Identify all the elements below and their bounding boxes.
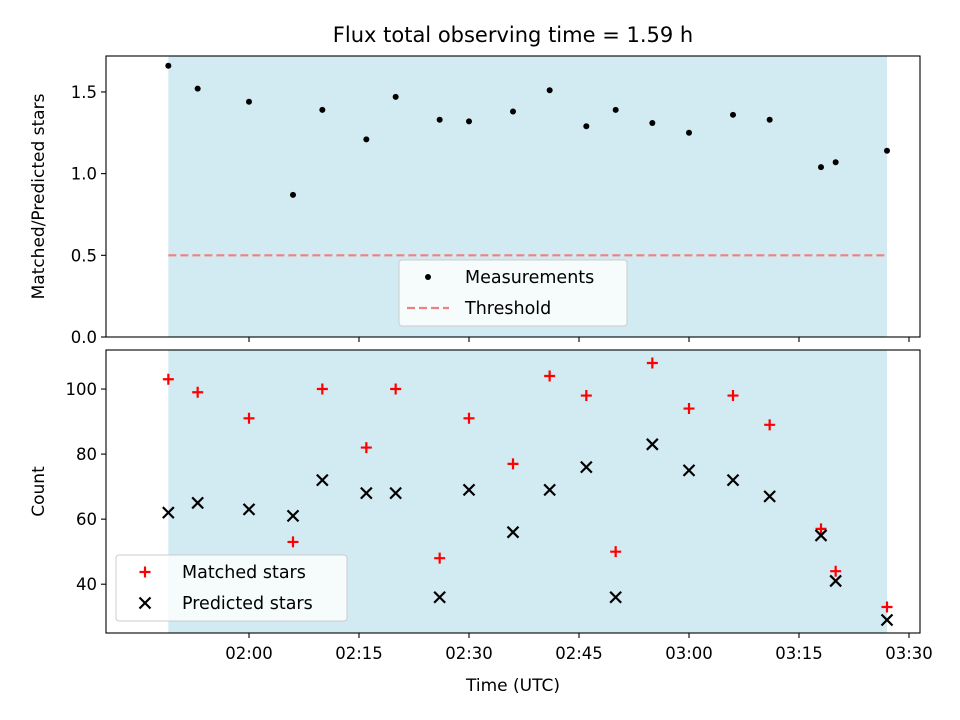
- y-tick-label: 1.5: [71, 83, 97, 102]
- legend-label: Measurements: [465, 268, 594, 288]
- chart-title: Flux total observing time = 1.59 h: [333, 23, 693, 47]
- measurement-point: [436, 116, 443, 123]
- matched-star-point: [390, 383, 402, 395]
- y-tick-label: 60: [76, 510, 97, 529]
- legend: Measurements Threshold: [398, 259, 628, 327]
- predicted-star-point: [360, 486, 373, 500]
- legend-label: Matched stars: [182, 563, 306, 583]
- matched-star-point: [764, 419, 776, 431]
- matched-star-point: [881, 601, 893, 613]
- legend-key-x: [138, 596, 152, 610]
- matched-star-point: [610, 546, 622, 558]
- x-tick-label: 02:00: [225, 644, 273, 663]
- predicted-star-point: [433, 590, 446, 604]
- matched-star-point: [507, 458, 519, 470]
- predicted-star-point: [242, 503, 256, 516]
- matched-star-point: [162, 373, 174, 385]
- matched-star-point: [683, 403, 695, 415]
- matched-star-point: [434, 552, 446, 564]
- measurement-point: [649, 119, 656, 126]
- predicted-star-point: [580, 460, 593, 474]
- matched-star-point: [287, 536, 299, 548]
- predicted-star-point: [316, 473, 329, 487]
- legend-box: [398, 259, 628, 327]
- x-tick-label: 03:00: [665, 644, 713, 663]
- measurement-point: [319, 106, 326, 113]
- x-tick-label: 02:45: [555, 644, 603, 663]
- measurement-point: [466, 118, 472, 125]
- measurement-point: [363, 136, 370, 143]
- legend: Matched stars Predicted stars: [115, 554, 348, 622]
- axes-frame: [105, 349, 921, 634]
- y-axis-label: Count: [29, 466, 49, 517]
- axes-frame: [105, 55, 921, 338]
- measurement-point: [290, 191, 296, 198]
- bottom-panel-counts: 40 60 80 100 02:00 02:15 02:30 02:45 03:00 03:15 0…: [29, 349, 933, 696]
- y-tick-label: 0.0: [71, 328, 97, 347]
- measurement-point: [194, 85, 201, 92]
- matched-star-point: [646, 357, 658, 369]
- measurement-point: [546, 87, 553, 94]
- predicted-star-point: [162, 506, 175, 519]
- predicted-star-point: [506, 525, 520, 539]
- y-axis-label: Matched/Predicted stars: [29, 93, 49, 299]
- matched-star-point: [544, 370, 556, 382]
- measurement-point: [392, 93, 399, 100]
- measurement-point: [884, 147, 890, 154]
- measurement-point: [246, 98, 252, 105]
- x-axis-label: Time (UTC): [465, 676, 560, 696]
- matched-star-point: [727, 390, 739, 402]
- measurement-point: [730, 111, 736, 118]
- matched-star-point: [192, 386, 204, 398]
- y-tick-label: 40: [76, 575, 97, 594]
- predicted-star-point: [609, 590, 622, 604]
- y-tick-label: 0.5: [71, 246, 97, 265]
- predicted-star-point: [763, 490, 776, 503]
- legend-key-dot: [425, 274, 431, 280]
- measurement-point: [686, 129, 692, 136]
- matched-star-point: [243, 412, 255, 424]
- legend-label: Threshold: [464, 299, 551, 319]
- matched-star-point: [463, 412, 475, 424]
- x-tick-label: 03:30: [885, 644, 933, 663]
- predicted-star-point: [814, 529, 828, 542]
- matched-star-point: [815, 523, 827, 535]
- series-predicted-stars: [162, 438, 894, 627]
- matched-star-point: [316, 383, 328, 395]
- predicted-star-point: [682, 464, 696, 477]
- predicted-star-point: [543, 483, 556, 497]
- y-tick-label: 80: [76, 445, 97, 464]
- measurement-point: [766, 116, 773, 123]
- matched-star-point: [360, 442, 372, 454]
- measurement-point: [832, 159, 839, 166]
- measurement-point: [612, 106, 619, 113]
- matched-star-point: [580, 390, 592, 402]
- legend-label: Predicted stars: [182, 594, 313, 614]
- measurement-point: [510, 108, 516, 115]
- top-panel-ratio: 0.0 0.5 1.0 1.5 Matched/Predicted stars Measu…: [29, 55, 921, 347]
- y-tick-label: 100: [66, 380, 98, 399]
- predicted-star-point: [726, 473, 740, 487]
- predicted-star-point: [462, 483, 476, 497]
- legend-box: [115, 554, 348, 622]
- series-matched-stars: [162, 357, 893, 613]
- x-tick-label: 03:15: [775, 644, 823, 663]
- predicted-star-point: [829, 574, 842, 588]
- series-measurements: [165, 62, 890, 198]
- predicted-star-point: [191, 496, 204, 510]
- x-tick-label: 02:30: [445, 644, 493, 663]
- legend-key-plus: [139, 566, 151, 578]
- measurement-point: [818, 164, 824, 171]
- predicted-star-point: [880, 613, 894, 627]
- matched-star-point: [830, 565, 842, 577]
- predicted-star-point: [646, 438, 659, 451]
- y-tick-label: 1.0: [71, 165, 97, 184]
- measurement-point: [583, 123, 590, 130]
- predicted-star-point: [389, 486, 402, 500]
- x-tick-label: 02:15: [335, 644, 383, 663]
- predicted-star-point: [286, 509, 300, 523]
- measurement-point: [165, 62, 172, 69]
